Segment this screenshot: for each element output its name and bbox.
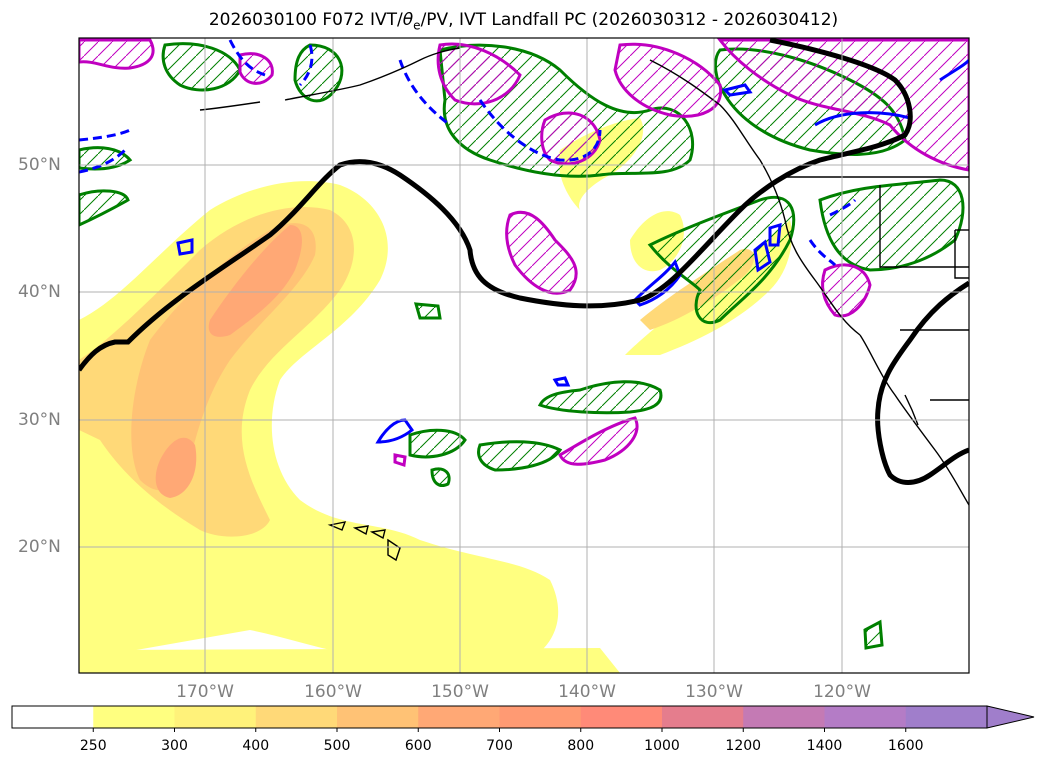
colorbar-tick-label: 1000 xyxy=(644,738,680,754)
colorbar-segment xyxy=(12,706,94,728)
colorbar-segment xyxy=(93,706,175,728)
colorbar-tick-label: 1600 xyxy=(887,738,924,754)
gridlines xyxy=(79,38,969,673)
map-title: 2026030100 F072 IVT/θe/PV, IVT Landfall … xyxy=(208,10,839,33)
colorbar-tick-label: 600 xyxy=(404,738,432,754)
colorbar-tick-label: 1200 xyxy=(725,738,762,754)
map-frame xyxy=(78,37,970,674)
colorbar-segment xyxy=(743,706,825,728)
magenta-contours xyxy=(79,38,969,468)
colorbar-segment xyxy=(824,706,907,728)
colorbar-tick-label: 400 xyxy=(242,738,270,754)
colorbar-segment xyxy=(174,706,257,728)
lon-label-120w: 120°W xyxy=(813,682,871,702)
colorbar-tick-label: 250 xyxy=(79,738,107,754)
lon-label-130w: 130°W xyxy=(685,682,743,702)
colorbar-tick-label: 300 xyxy=(161,738,188,754)
colorbar-segment xyxy=(499,706,582,728)
lon-label-170w: 170°W xyxy=(176,682,234,702)
colorbar-extend-arrow xyxy=(986,705,1035,729)
landfall-pc-contour xyxy=(79,38,969,485)
colorbar-segment xyxy=(905,706,988,728)
colorbar-segment xyxy=(580,706,663,728)
lat-label-20n: 20°N xyxy=(18,537,61,557)
lat-label-40n: 40°N xyxy=(18,282,61,302)
colorbar-segment xyxy=(418,706,500,728)
blue-contours xyxy=(79,39,969,444)
colorbar-tick-label: 700 xyxy=(486,738,513,754)
coastlines xyxy=(199,47,969,562)
lon-label-150w: 150°W xyxy=(431,682,489,702)
lon-label-140w: 140°W xyxy=(558,682,616,702)
colorbar-segment xyxy=(662,706,744,728)
colorbar-segment xyxy=(255,706,338,728)
lon-label-160w: 160°W xyxy=(304,682,362,702)
lat-label-50n: 50°N xyxy=(18,155,61,175)
lat-label-30n: 30°N xyxy=(18,410,61,430)
colorbar-tick-label: 500 xyxy=(323,738,351,754)
colorbar xyxy=(11,705,1035,732)
colorbar-segment xyxy=(337,706,419,728)
map-plot-area xyxy=(79,38,969,673)
colorbar-tick-label: 800 xyxy=(567,738,595,754)
colorbar-tick-label: 1400 xyxy=(806,738,843,754)
